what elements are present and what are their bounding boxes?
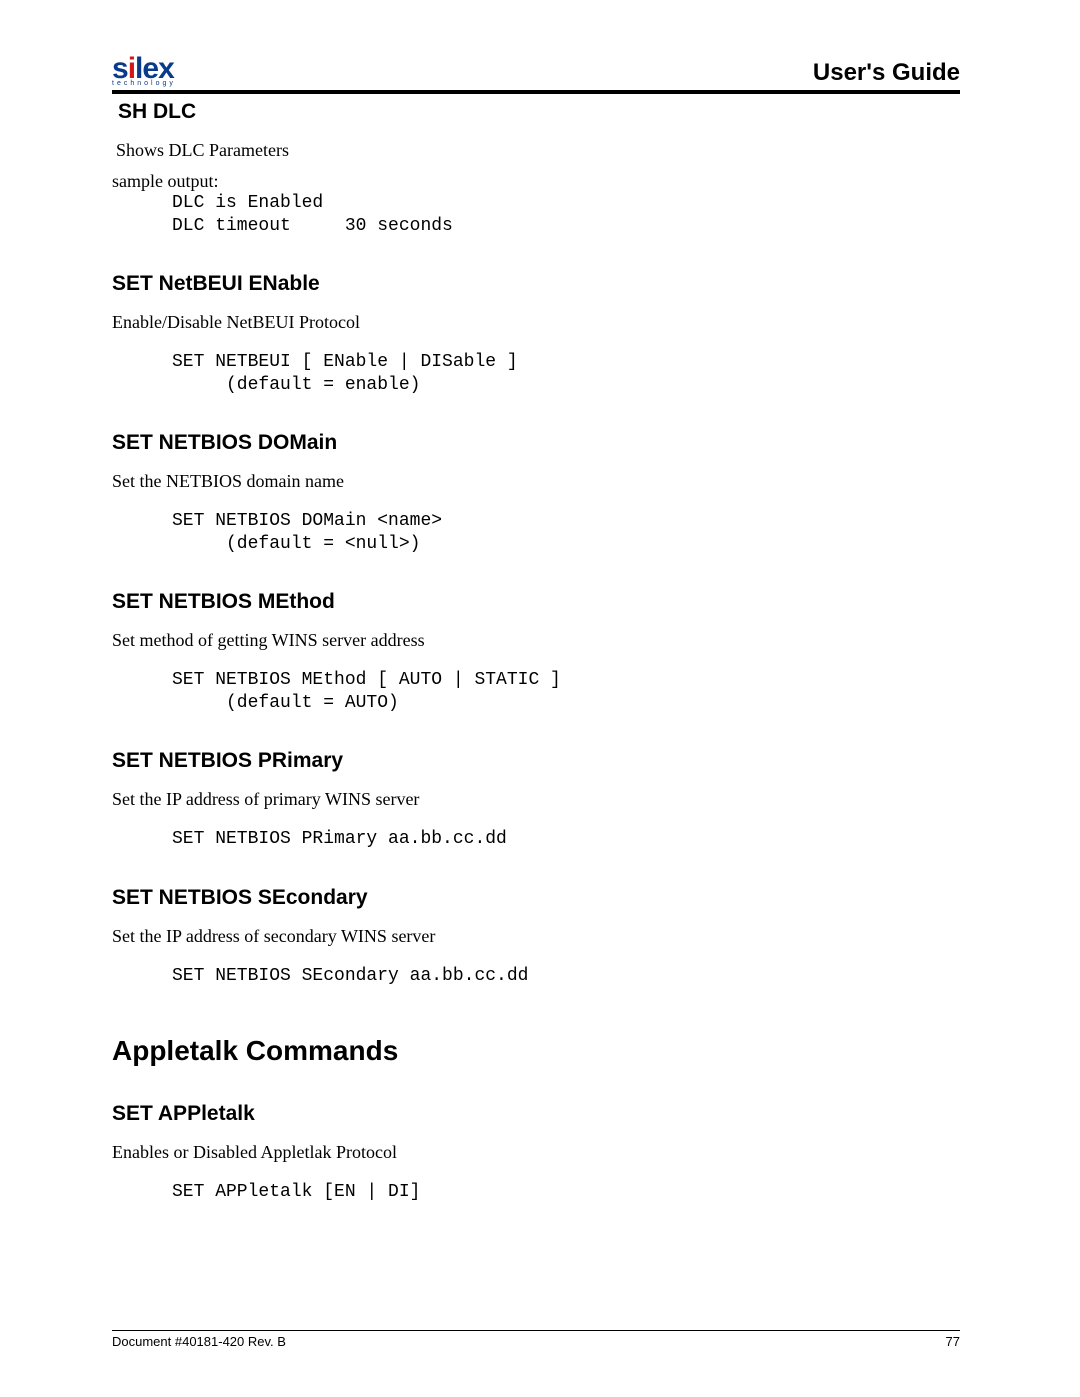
code-block: SET NETBIOS SEcondary aa.bb.cc.dd [172,965,960,988]
section-desc: Set method of getting WINS server addres… [112,630,960,651]
section-netbios-secondary: SET NETBIOS SEcondary Set the IP address… [112,886,960,988]
document-page: silex technology User's Guide SH DLC Sho… [0,0,1080,1244]
silex-logo: silex technology [112,55,176,87]
page-header: silex technology User's Guide [112,55,960,94]
sample-output-label: sample output: [112,171,960,192]
section-appletalk-commands: Appletalk Commands [112,1035,960,1067]
page-footer: Document #40181-420 Rev. B 77 [112,1330,960,1349]
section-heading: SET NetBEUI ENable [112,272,960,296]
section-netbios-primary: SET NETBIOS PRimary Set the IP address o… [112,749,960,851]
section-desc: Shows DLC Parameters [116,140,960,161]
section-desc: Enables or Disabled Appletlak Protocol [112,1142,960,1163]
section-heading: SET NETBIOS MEthod [112,590,960,614]
logo-subtext: technology [112,80,176,87]
code-block: SET APPletalk [EN | DI] [172,1181,960,1204]
section-sh-dlc: SH DLC Shows DLC Parameters sample outpu… [112,100,960,237]
section-desc: Set the IP address of secondary WINS ser… [112,926,960,947]
section-netbeui-enable: SET NetBEUI ENable Enable/Disable NetBEU… [112,272,960,396]
section-desc: Set the IP address of primary WINS serve… [112,789,960,810]
section-desc: Enable/Disable NetBEUI Protocol [112,312,960,333]
code-block: SET NETBEUI [ ENable | DISable ] (defaul… [172,351,960,396]
section-heading: SET NETBIOS PRimary [112,749,960,773]
footer-doc-id: Document #40181-420 Rev. B [112,1334,286,1349]
code-block: DLC is Enabled DLC timeout 30 seconds [172,192,960,237]
code-block: SET NETBIOS MEthod [ AUTO | STATIC ] (de… [172,669,960,714]
section-netbios-domain: SET NETBIOS DOMain Set the NETBIOS domai… [112,431,960,555]
section-heading: SH DLC [118,100,960,124]
guide-title: User's Guide [813,59,960,87]
code-block: SET NETBIOS PRimary aa.bb.cc.dd [172,828,960,851]
section-heading: SET NETBIOS DOMain [112,431,960,455]
section-netbios-method: SET NETBIOS MEthod Set method of getting… [112,590,960,714]
section-heading: SET APPletalk [112,1102,960,1126]
section-set-appletalk: SET APPletalk Enables or Disabled Applet… [112,1102,960,1204]
code-block: SET NETBIOS DOMain <name> (default = <nu… [172,510,960,555]
footer-page-number: 77 [946,1334,960,1349]
chapter-heading: Appletalk Commands [112,1035,960,1067]
section-heading: SET NETBIOS SEcondary [112,886,960,910]
logo-wordmark: silex [112,55,174,82]
section-desc: Set the NETBIOS domain name [112,471,960,492]
